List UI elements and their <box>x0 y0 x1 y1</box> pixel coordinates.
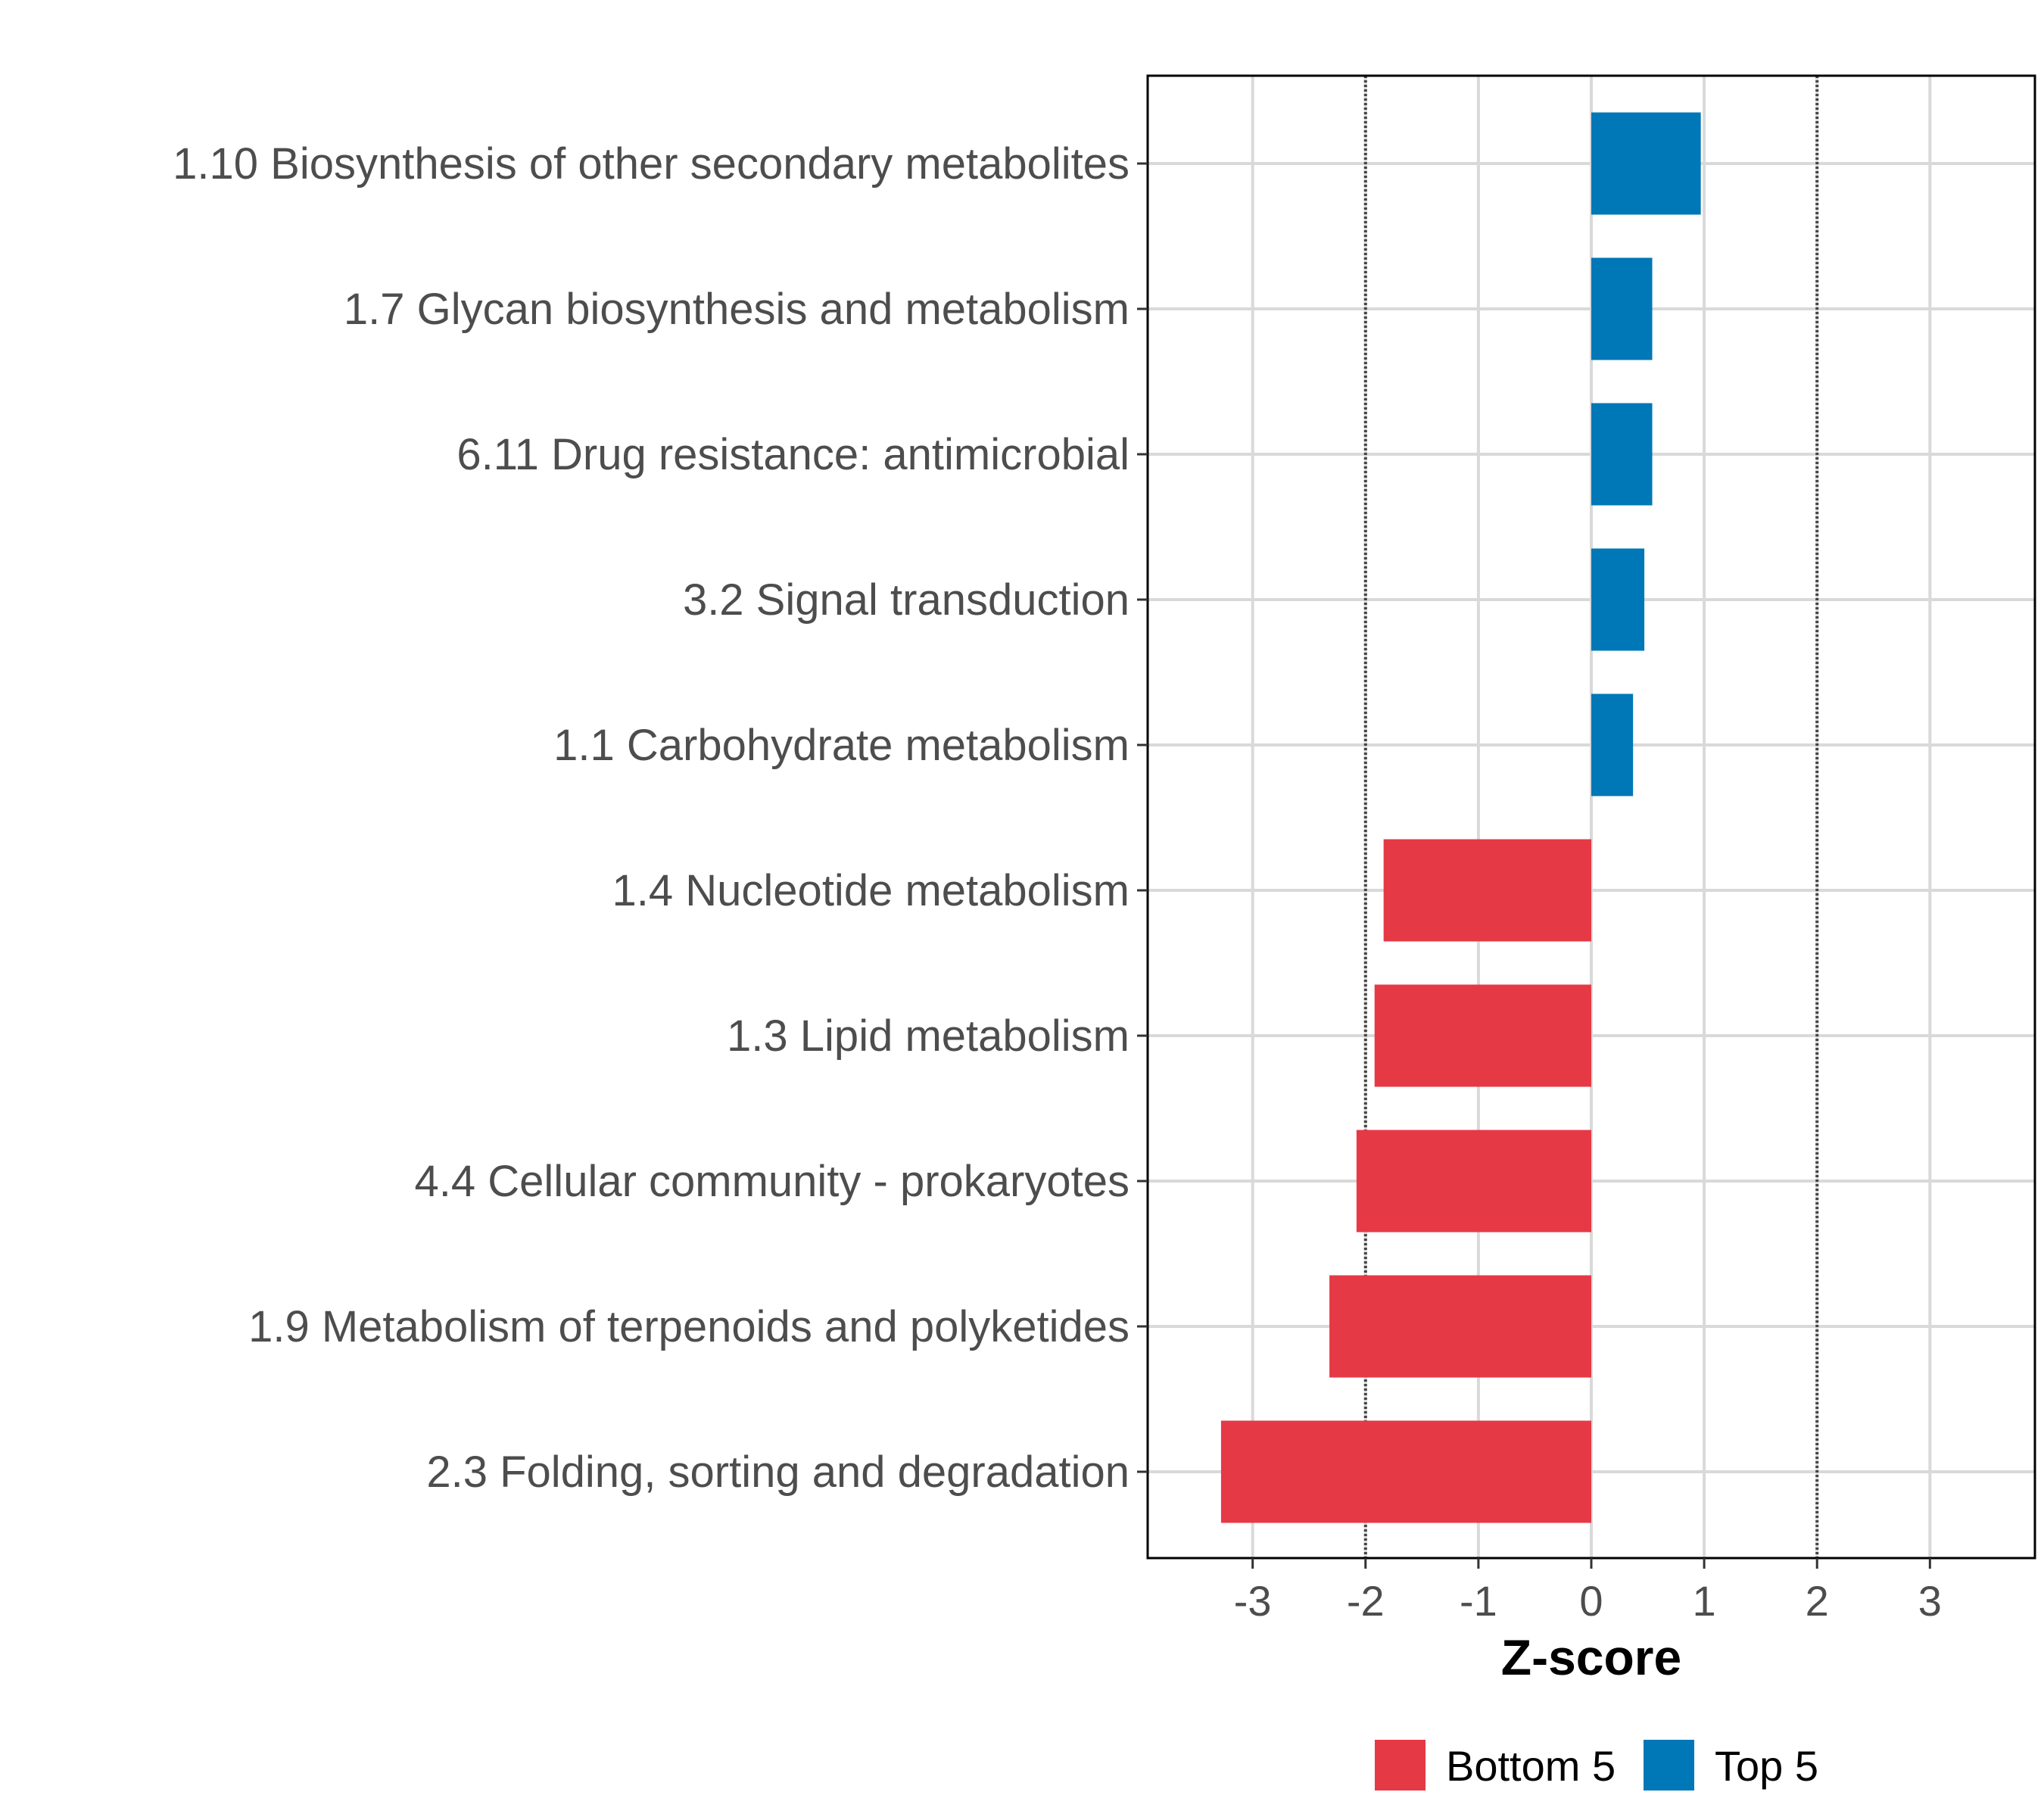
bars <box>1220 112 1701 1523</box>
bar <box>1591 403 1653 506</box>
y-tick-label: 3.2 Signal transduction <box>683 575 1129 625</box>
legend-swatch-bottom5 <box>1375 1740 1426 1791</box>
x-tick-label: -3 <box>1234 1577 1272 1625</box>
y-tick-label: 1.7 Glycan biosynthesis and metabolism <box>344 285 1129 334</box>
y-tick-label: 6.11 Drug resistance: antimicrobial <box>456 430 1129 479</box>
bar <box>1220 1420 1591 1523</box>
bar <box>1591 257 1653 360</box>
bar <box>1374 984 1591 1087</box>
y-tick-label: 4.4 Cellular community - prokaryotes <box>415 1157 1129 1206</box>
y-tick-label: 1.3 Lipid metabolism <box>727 1011 1129 1061</box>
y-tick-label: 1.4 Nucleotide metabolism <box>612 866 1129 915</box>
y-tick-label: 1.1 Carbohydrate metabolism <box>553 721 1129 770</box>
legend-swatch-top5 <box>1644 1740 1694 1791</box>
bar <box>1383 839 1591 942</box>
y-tick-label: 1.9 Metabolism of terpenoids and polyket… <box>248 1302 1129 1351</box>
legend-label-top5: Top 5 <box>1715 1742 1818 1790</box>
bar <box>1329 1275 1591 1378</box>
y-tick-label: 1.10 Biosynthesis of other secondary met… <box>173 139 1129 189</box>
x-tick-label: 1 <box>1693 1577 1716 1625</box>
x-axis-title: Z-score <box>1501 1629 1681 1685</box>
legend: Bottom 5 Top 5 <box>1375 1740 1818 1791</box>
bar <box>1356 1130 1591 1233</box>
x-tick-label: -2 <box>1347 1577 1385 1625</box>
x-tick-label: 3 <box>1918 1577 1942 1625</box>
y-tick-label: 2.3 Folding, sorting and degradation <box>426 1448 1129 1497</box>
bar <box>1591 548 1645 651</box>
x-tick-label: -1 <box>1460 1577 1497 1625</box>
x-tick-label: 0 <box>1579 1577 1603 1625</box>
bar <box>1591 112 1701 215</box>
reference-lines <box>1363 76 1819 1558</box>
y-axis-labels: 1.10 Biosynthesis of other secondary met… <box>173 139 1148 1497</box>
x-axis-ticks: -3 -2 -1 0 1 2 3 <box>1234 1558 1942 1625</box>
legend-label-bottom5: Bottom 5 <box>1446 1742 1616 1790</box>
bar <box>1591 693 1634 796</box>
x-tick-label: 2 <box>1806 1577 1829 1625</box>
